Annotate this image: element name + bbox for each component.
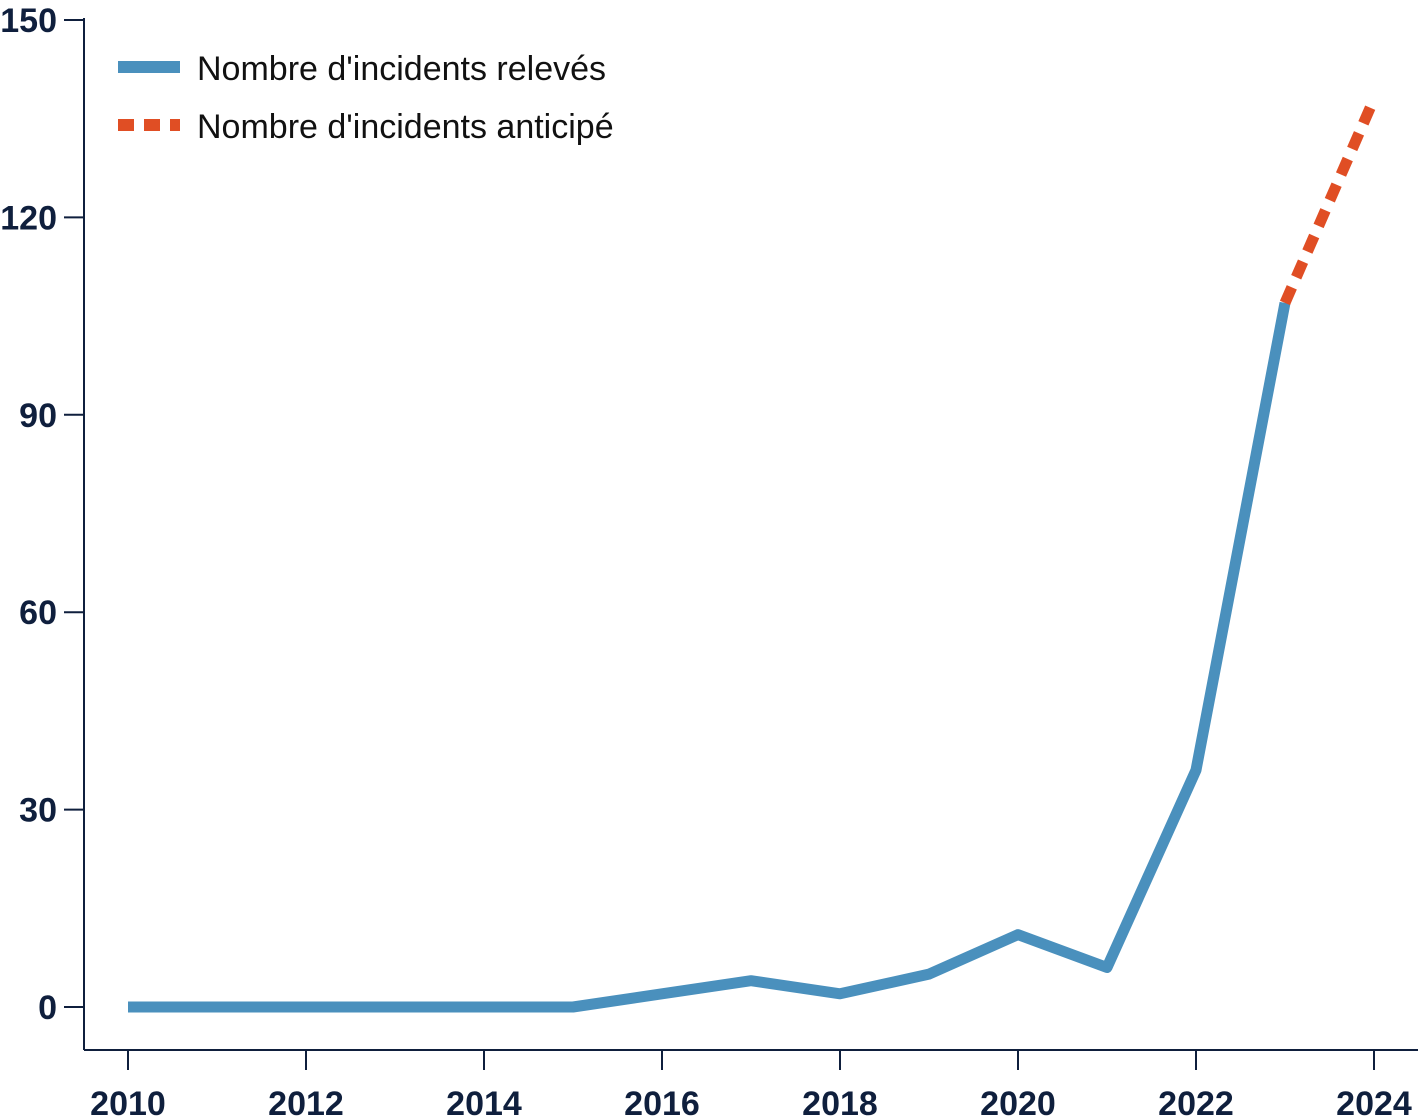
legend: Nombre d'incidents relevés Nombre d'inci… <box>118 50 614 146</box>
legend-label-recorded: Nombre d'incidents relevés <box>197 50 606 88</box>
legend-label-forecast: Nombre d'incidents anticipé <box>197 108 614 146</box>
x-tick-label-2012: 2012 <box>268 1085 344 1120</box>
y-tick-label-0: 0 <box>38 989 57 1027</box>
x-tick-label-2024: 2024 <box>1336 1085 1412 1120</box>
y-tick-label-120: 120 <box>0 199 57 237</box>
y-ticks: 0 30 60 90 120 150 <box>0 2 84 1027</box>
x-tick-label-2018: 2018 <box>802 1085 878 1120</box>
recorded-incidents-line <box>128 301 1291 1013</box>
y-tick-label-60: 60 <box>19 594 57 632</box>
x-tick-label-2016: 2016 <box>624 1085 700 1120</box>
legend-item-forecast: Nombre d'incidents anticipé <box>118 108 614 146</box>
x-tick-label-2010: 2010 <box>90 1085 166 1120</box>
series-layer <box>128 96 1380 1013</box>
legend-item-recorded: Nombre d'incidents relevés <box>118 50 606 88</box>
x-ticks: 2010 2012 2014 2016 2018 2020 2022 2024 <box>90 1050 1412 1120</box>
x-tick-label-2022: 2022 <box>1158 1085 1234 1120</box>
y-tick-label-150: 150 <box>0 2 57 40</box>
y-tick-label-90: 90 <box>19 397 57 435</box>
x-tick-label-2014: 2014 <box>446 1085 522 1120</box>
y-axis: 0 30 60 90 120 150 <box>0 2 85 1050</box>
x-axis: 2010 2012 2014 2016 2018 2020 2022 2024 <box>84 1049 1418 1120</box>
x-tick-label-2020: 2020 <box>980 1085 1056 1120</box>
forecast-incidents-line <box>1279 96 1380 306</box>
y-tick-label-30: 30 <box>19 792 57 830</box>
